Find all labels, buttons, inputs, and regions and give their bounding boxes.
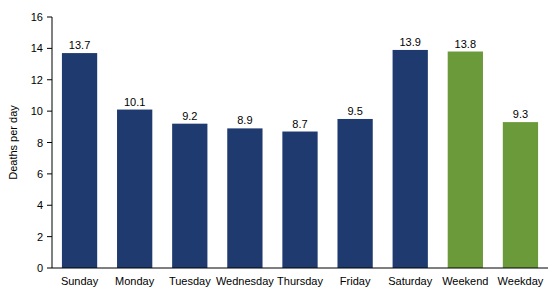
x-tick-label: Saturday <box>388 275 433 287</box>
bar <box>448 52 483 268</box>
bar <box>172 124 207 268</box>
chart-container: 0 2 4 6 8 10 12 14 16 Deaths per day 13.7 10.1 9.2 8.… <box>0 0 560 299</box>
y-tick <box>47 142 52 143</box>
x-tick-label: Friday <box>340 275 371 287</box>
bar <box>503 122 538 268</box>
y-axis-label: Deaths per day <box>7 105 19 180</box>
data-label: 13.9 <box>400 36 421 48</box>
x-tick-label: Thursday <box>277 275 323 287</box>
bar <box>337 119 372 268</box>
y-tick <box>47 236 52 237</box>
chart-svg: 0 2 4 6 8 10 12 14 16 Deaths per day 13.7 10.1 9.2 8.… <box>0 0 560 299</box>
bar <box>227 128 262 268</box>
y-tick <box>47 268 52 269</box>
data-label: 13.7 <box>69 39 90 51</box>
x-tick-label: Wednesday <box>216 275 274 287</box>
y-tick-label: 16 <box>31 11 43 23</box>
data-label: 13.8 <box>455 38 476 50</box>
x-axis-line <box>52 268 548 269</box>
data-label: 9.2 <box>182 110 197 122</box>
y-tick <box>47 17 52 18</box>
y-tick-label: 14 <box>31 42 43 54</box>
data-label: 9.3 <box>513 108 528 120</box>
y-tick <box>47 48 52 49</box>
y-tick-label: 4 <box>37 199 43 211</box>
y-tick <box>47 79 52 80</box>
y-tick-label: 6 <box>37 168 43 180</box>
y-tick <box>47 205 52 206</box>
x-tick-label: Monday <box>115 275 155 287</box>
y-tick-label: 8 <box>37 137 43 149</box>
y-tick <box>47 111 52 112</box>
data-label: 8.7 <box>292 118 307 130</box>
data-label: 10.1 <box>124 96 145 108</box>
y-tick-label: 0 <box>37 262 43 274</box>
bar <box>282 132 317 268</box>
bar <box>117 110 152 268</box>
bars <box>62 50 538 268</box>
x-tick-label: Sunday <box>61 275 99 287</box>
data-label: 9.5 <box>347 105 362 117</box>
x-tick-label: Weekday <box>498 275 544 287</box>
x-tick-label: Weekend <box>442 275 488 287</box>
y-tick-label: 12 <box>31 74 43 86</box>
y-tick-label: 10 <box>31 105 43 117</box>
bar <box>393 50 428 268</box>
x-tick-label: Tuesday <box>169 275 211 287</box>
data-label: 8.9 <box>237 114 252 126</box>
y-tick-label: 2 <box>37 231 43 243</box>
bar <box>62 53 97 268</box>
y-tick <box>47 173 52 174</box>
y-axis-line <box>52 17 53 268</box>
